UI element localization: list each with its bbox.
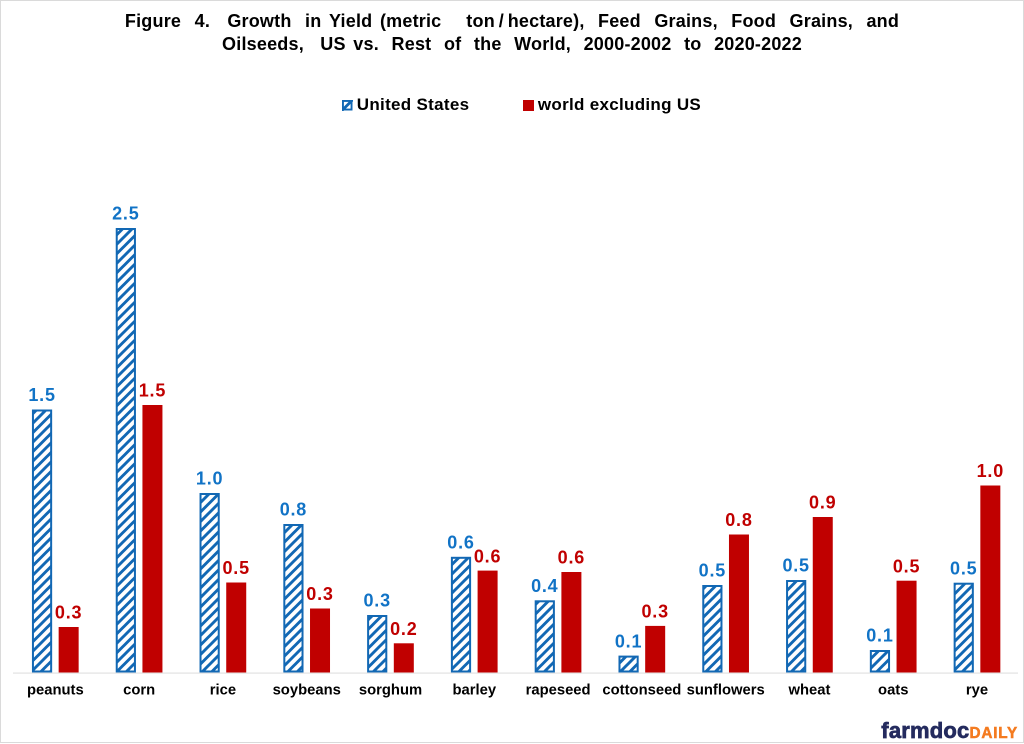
svg-text:0.5: 0.5	[223, 558, 250, 578]
svg-text:0.5: 0.5	[950, 558, 977, 578]
svg-text:0.5: 0.5	[893, 556, 920, 576]
svg-text:0.2: 0.2	[390, 619, 417, 639]
svg-text:corn: corn	[123, 683, 155, 699]
svg-text:0.6: 0.6	[447, 533, 474, 553]
svg-text:rye: rye	[966, 683, 988, 699]
svg-text:rapeseed: rapeseed	[526, 683, 591, 699]
svg-text:0.8: 0.8	[280, 500, 307, 520]
svg-text:wheat: wheat	[787, 683, 830, 699]
svg-text:0.8: 0.8	[725, 510, 752, 530]
svg-text:0.9: 0.9	[809, 493, 836, 513]
svg-text:0.4: 0.4	[531, 576, 558, 596]
svg-text:0.3: 0.3	[306, 584, 333, 604]
svg-text:2.5: 2.5	[112, 204, 139, 224]
svg-text:sorghum: sorghum	[359, 683, 422, 699]
svg-text:1.0: 1.0	[196, 469, 223, 489]
svg-text:cottonseed: cottonseed	[602, 683, 681, 699]
svg-text:0.3: 0.3	[363, 591, 390, 611]
svg-text:rice: rice	[210, 683, 236, 699]
svg-text:oats: oats	[878, 683, 908, 699]
svg-text:1.5: 1.5	[139, 381, 166, 401]
svg-text:peanuts: peanuts	[27, 683, 84, 699]
svg-text:1.5: 1.5	[28, 385, 55, 405]
svg-text:0.1: 0.1	[866, 626, 893, 646]
svg-text:1.0: 1.0	[977, 461, 1004, 481]
svg-text:0.6: 0.6	[474, 546, 501, 566]
svg-text:0.1: 0.1	[615, 631, 642, 651]
svg-text:0.3: 0.3	[55, 603, 82, 623]
svg-text:barley: barley	[452, 683, 496, 699]
svg-text:0.3: 0.3	[641, 602, 668, 622]
svg-text:0.6: 0.6	[558, 548, 585, 568]
svg-text:0.5: 0.5	[699, 561, 726, 581]
svg-text:0.5: 0.5	[782, 556, 809, 576]
svg-text:soybeans: soybeans	[273, 683, 341, 699]
svg-text:sunflowers: sunflowers	[687, 683, 765, 699]
